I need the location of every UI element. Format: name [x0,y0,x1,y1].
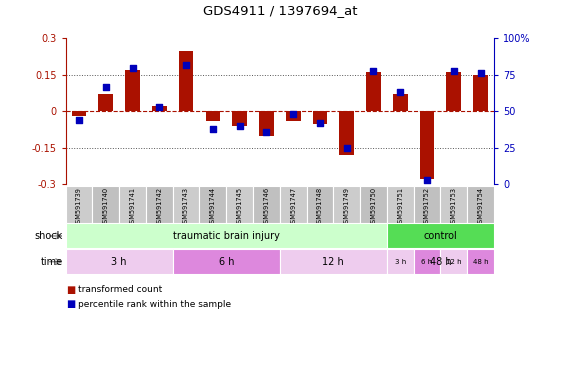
Text: percentile rank within the sample: percentile rank within the sample [78,300,231,309]
Text: GSM591748: GSM591748 [317,187,323,227]
Point [396,89,405,96]
Text: 3 h: 3 h [111,257,127,267]
Bar [473,75,488,111]
Point [262,129,271,135]
Text: GSM591743: GSM591743 [183,187,189,227]
Point [315,120,324,126]
Bar [66,186,93,223]
Bar [199,186,226,223]
Point [101,83,110,89]
Text: ■: ■ [66,299,75,309]
Text: GSM591749: GSM591749 [344,187,349,227]
Bar [259,111,274,136]
Bar [286,111,300,121]
Text: GSM591747: GSM591747 [290,187,296,227]
Point [369,68,378,74]
Text: GSM591741: GSM591741 [130,187,135,227]
Text: GSM591751: GSM591751 [397,187,403,227]
Bar [98,94,113,111]
Text: 6 h: 6 h [219,257,234,267]
Bar [232,111,247,126]
Text: ■: ■ [66,285,75,295]
Bar [119,186,146,223]
Bar [413,249,440,274]
Bar [226,186,253,223]
Bar [280,249,387,274]
Bar [146,186,173,223]
Text: GSM591754: GSM591754 [477,187,484,227]
Text: 48 h: 48 h [473,259,488,265]
Bar [467,186,494,223]
Bar [307,186,333,223]
Text: traumatic brain injury: traumatic brain injury [173,231,280,241]
Bar [125,70,140,111]
Bar [253,186,280,223]
Bar [387,186,413,223]
Bar [467,249,494,274]
Text: 48 h: 48 h [429,257,451,267]
Point [155,104,164,110]
Bar [366,73,381,111]
Bar [413,186,440,223]
Text: 6 h: 6 h [421,259,433,265]
Bar [280,186,307,223]
Bar [72,111,86,116]
Text: GSM591739: GSM591739 [76,187,82,227]
Text: GSM591744: GSM591744 [210,187,216,227]
Bar [440,186,467,223]
Point [342,145,351,151]
Bar [66,223,387,248]
Bar [179,51,194,111]
Point [182,61,191,68]
Text: 12 h: 12 h [446,259,461,265]
Text: GSM591753: GSM591753 [451,187,457,227]
Text: control: control [424,231,457,241]
Bar [66,249,173,274]
Text: GSM591752: GSM591752 [424,187,430,227]
Point [128,65,137,71]
Text: GSM591745: GSM591745 [236,187,243,227]
Bar [387,249,494,274]
Bar [173,186,199,223]
Text: shock: shock [35,231,63,241]
Text: GSM591742: GSM591742 [156,187,162,227]
Point [288,111,297,118]
Bar [447,73,461,111]
Bar [312,111,327,124]
Bar [420,111,435,179]
Point [235,123,244,129]
Bar [93,186,119,223]
Text: time: time [41,257,63,267]
Text: 3 h: 3 h [395,259,406,265]
Point [208,126,218,132]
Bar [152,106,167,111]
Text: GSM591750: GSM591750 [371,187,376,227]
Point [74,117,83,123]
Point [423,177,432,183]
Bar [173,249,280,274]
Text: transformed count: transformed count [78,285,163,294]
Bar [333,186,360,223]
Bar [360,186,387,223]
Bar [393,94,408,111]
Bar [339,111,354,155]
Bar [387,223,494,248]
Point [449,68,459,74]
Bar [387,249,413,274]
Bar [206,111,220,121]
Point [476,70,485,76]
Bar [440,249,467,274]
Text: GDS4911 / 1397694_at: GDS4911 / 1397694_at [203,4,357,17]
Text: GSM591740: GSM591740 [103,187,109,227]
Text: GSM591746: GSM591746 [263,187,270,227]
Text: 12 h: 12 h [323,257,344,267]
